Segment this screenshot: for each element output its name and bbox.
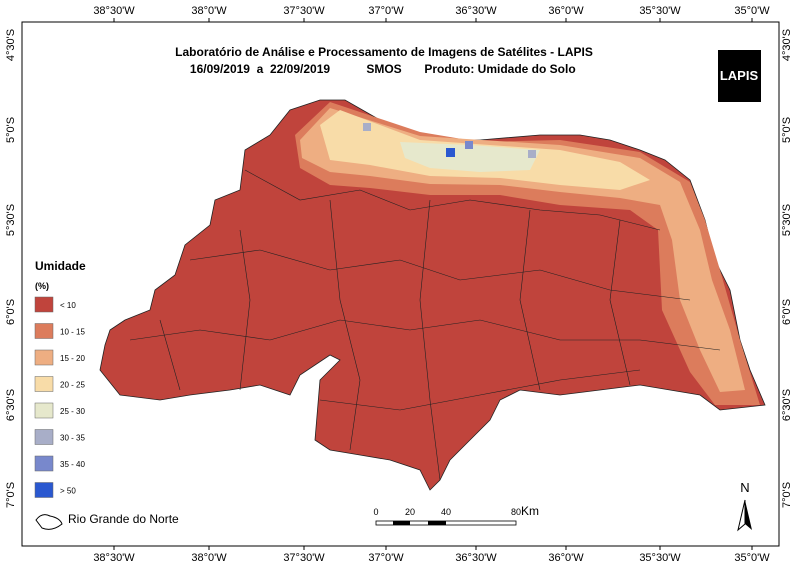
x-label-bottom: 37°30'W [283,552,325,564]
x-label-top: 37°30'W [283,5,325,17]
legend: < 10 10 - 15 15 - 20 20 - 25 25 - 30 30 - 35 3… [34,296,85,498]
y-label-right: 7°0'S [781,482,793,508]
moisture-cell [446,148,455,157]
y-label-right: 6°30'S [781,389,793,421]
legend-swatch [34,402,54,419]
legend-swatch [34,376,54,392]
y-label-left: 5°30'S [5,204,17,236]
moisture-zone [400,142,540,172]
x-label-bottom: 36°30'W [455,552,497,564]
legend-label: 30 - 35 [60,434,85,443]
legend-label: 35 - 40 [60,460,85,469]
y-label-right: 6°0'S [781,299,793,325]
x-label-bottom: 38°30'W [93,552,135,564]
scale-label: 0 [373,507,378,517]
legend-label: 10 - 15 [60,328,85,337]
y-label-left: 5°0'S [5,117,17,143]
x-label-top: 37°0'W [368,5,404,17]
scale-label: 40 [441,507,451,517]
north-arrow: N [737,480,752,532]
x-label-bottom: 38°0'W [191,552,227,564]
sensor: SMOS [366,62,401,76]
x-label-top: 36°0'W [548,5,584,17]
x-label-bottom: 37°0'W [368,552,404,564]
legend-swatch [34,429,54,445]
scale-bar: 0 20 40 80 Km [373,504,539,526]
axis-labels: 38°30'W 38°30'W 38°0'W 38°0'W 37°30'W 37°30'W… [5,5,793,564]
moisture-cell [528,150,536,158]
legend-unit: (%) [35,281,49,291]
x-label-bottom: 36°0'W [548,552,584,564]
logo-box [718,50,761,102]
scale-label: 20 [405,507,415,517]
y-label-right: 5°0'S [781,117,793,143]
state-icon [35,514,63,530]
legend-label: 15 - 20 [60,354,85,363]
y-label-left: 6°30'S [5,389,17,421]
scale-unit: Km [521,504,539,518]
title: Laboratório de Análise e Processamento d… [175,45,593,59]
x-label-top: 36°30'W [455,5,497,17]
x-label-top: 38°0'W [191,5,227,17]
y-label-left: 7°0'S [5,482,17,508]
legend-label: < 10 [60,301,76,310]
date-range: 16/09/2019 a 22/09/2019 [190,62,330,76]
scale-bar-segment [428,521,446,525]
scale-bar-segment [393,521,410,525]
product: Produto: Umidade do Solo [424,62,575,76]
north-label: N [740,480,749,495]
legend-label: 20 - 25 [60,381,85,390]
x-label-top: 35°30'W [639,5,681,17]
logo: LAPIS [720,68,759,83]
legend-title: Umidade [35,259,86,273]
y-label-right: 5°30'S [781,204,793,236]
x-label-bottom: 35°30'W [639,552,681,564]
scale-label: 80 [511,507,521,517]
legend-label: 25 - 30 [60,407,85,416]
y-label-left: 6°0'S [5,299,17,325]
legend-swatch [34,455,54,472]
x-label-top: 38°30'W [93,5,135,17]
x-label-top: 35°0'W [734,5,770,17]
y-label-right: 4°30'S [781,29,793,61]
legend-swatch [34,349,54,366]
moisture-cell [363,123,371,131]
north-arrow-right [745,500,752,530]
moisture-cell [465,141,473,149]
legend-label: > 50 [60,487,76,496]
legend-swatch [34,482,54,498]
state-legend: Rio Grande do Norte [68,512,179,526]
x-label-bottom: 35°0'W [734,552,770,564]
legend-swatch [34,323,54,339]
title-block: Laboratório de Análise e Processamento d… [175,45,593,76]
legend-swatch [34,296,54,313]
y-label-left: 4°30'S [5,29,17,61]
municipal-borders [129,169,721,481]
